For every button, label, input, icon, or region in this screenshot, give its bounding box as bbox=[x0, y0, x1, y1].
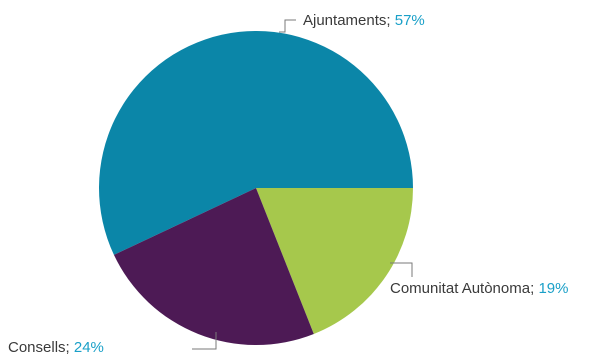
leader-line-comunitat bbox=[390, 262, 413, 277]
pie-slices bbox=[98, 31, 413, 345]
slice-label-consells: Consells; 24% bbox=[8, 339, 104, 356]
slice-label-comunitat: Comunitat Autònoma; 19% bbox=[390, 280, 568, 297]
pie-slice-comunitat-autonoma bbox=[256, 188, 413, 334]
leader-line-ajuntaments bbox=[279, 19, 296, 33]
leader-line-consells bbox=[192, 332, 217, 350]
pie-slice-consells bbox=[113, 188, 314, 345]
pie-slice-ajuntaments bbox=[98, 31, 413, 255]
slice-label-ajuntaments: Ajuntaments; 57% bbox=[303, 12, 425, 29]
